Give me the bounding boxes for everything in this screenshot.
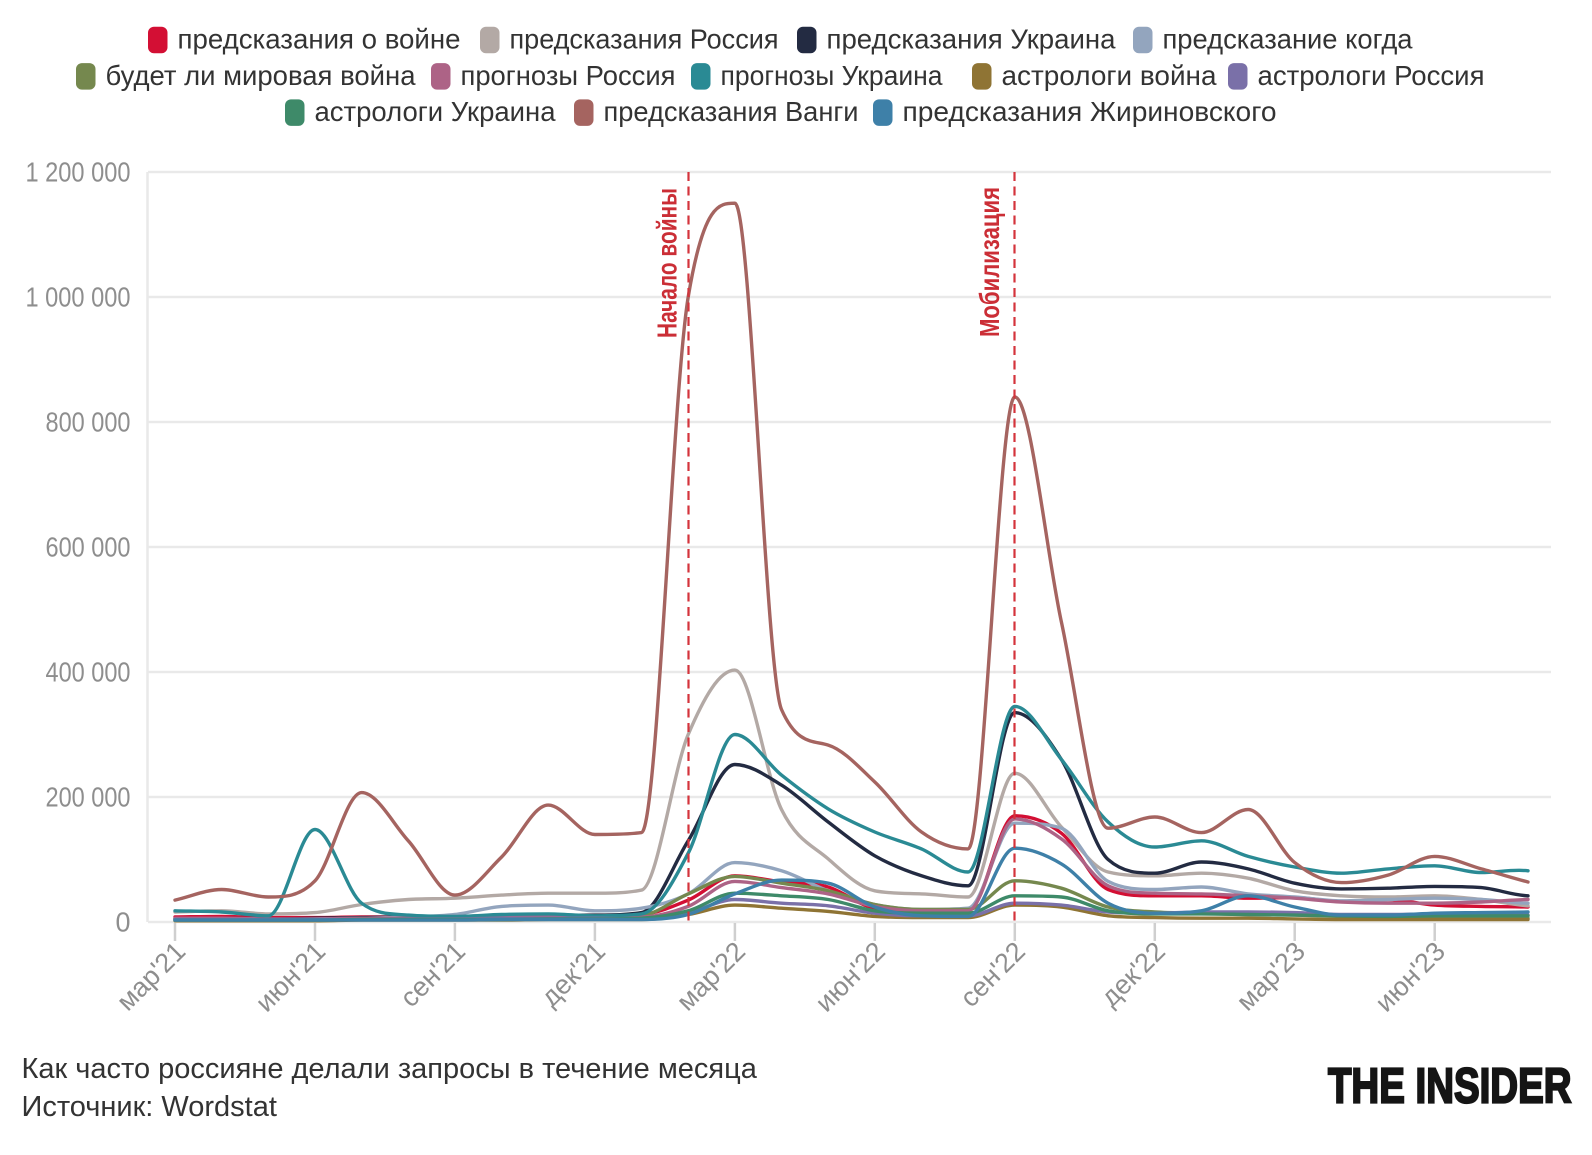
svg-text:прогнозы Украина: прогнозы Украина <box>721 60 943 91</box>
svg-text:1 200 000: 1 200 000 <box>26 157 131 188</box>
svg-text:предсказания Ванги: предсказания Ванги <box>604 96 859 127</box>
svg-text:астрологи война: астрологи война <box>1002 60 1217 91</box>
svg-text:астрологи Россия: астрологи Россия <box>1258 60 1485 91</box>
svg-text:предсказания Жириновского: предсказания Жириновского <box>903 96 1277 127</box>
svg-text:астрологи Украина: астрологи Украина <box>315 96 556 127</box>
svg-text:предсказания о войне: предсказания о войне <box>178 24 461 55</box>
svg-text:прогнозы Россия: прогнозы Россия <box>461 60 676 91</box>
svg-text:будет ли мировая война: будет ли мировая война <box>106 60 416 91</box>
svg-text:Источник: Wordstat: Источник: Wordstat <box>22 1091 277 1123</box>
svg-text:800 000: 800 000 <box>46 407 131 438</box>
svg-text:200 000: 200 000 <box>46 782 131 813</box>
svg-text:предсказание когда: предсказание когда <box>1163 24 1413 55</box>
svg-text:THE INSIDER: THE INSIDER <box>1328 1059 1572 1114</box>
svg-text:предсказания Украина: предсказания Украина <box>827 24 1116 55</box>
svg-text:400 000: 400 000 <box>46 657 131 688</box>
svg-text:Как часто россияне делали запр: Как часто россияне делали запросы в тече… <box>22 1053 758 1085</box>
svg-text:0: 0 <box>116 907 131 938</box>
svg-text:600 000: 600 000 <box>46 532 131 563</box>
svg-text:Начало войны: Начало войны <box>652 188 683 338</box>
svg-text:предсказания Россия: предсказания Россия <box>510 24 779 55</box>
svg-text:Мобилизация: Мобилизация <box>974 187 1005 337</box>
svg-text:1 000 000: 1 000 000 <box>26 282 131 313</box>
